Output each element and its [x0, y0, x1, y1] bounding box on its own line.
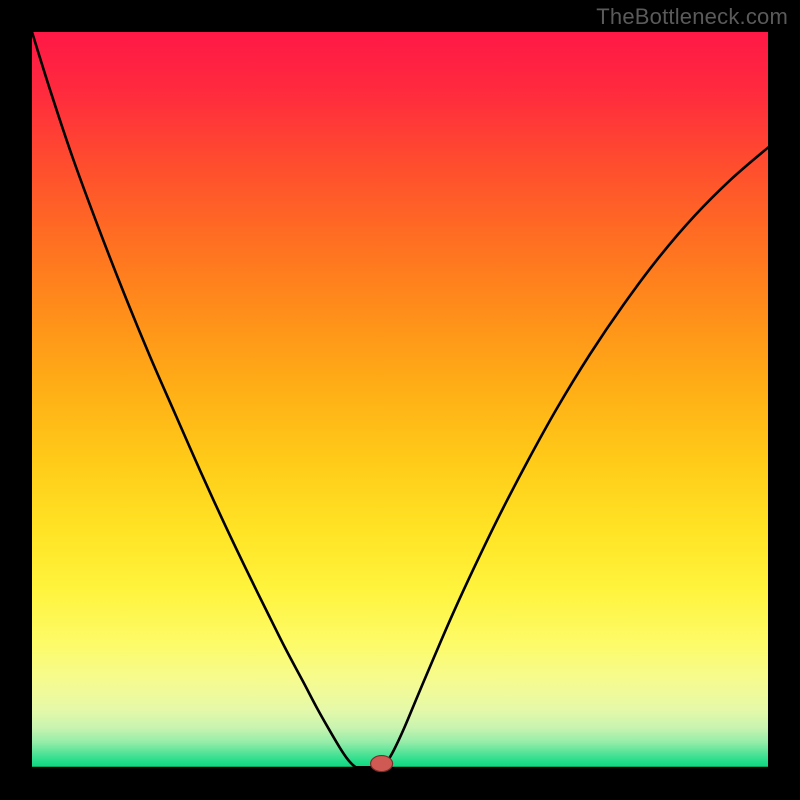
bottleneck-chart [0, 0, 800, 800]
watermark-text: TheBottleneck.com [596, 4, 788, 30]
optimal-point-marker [371, 756, 393, 772]
plot-background [32, 32, 768, 768]
